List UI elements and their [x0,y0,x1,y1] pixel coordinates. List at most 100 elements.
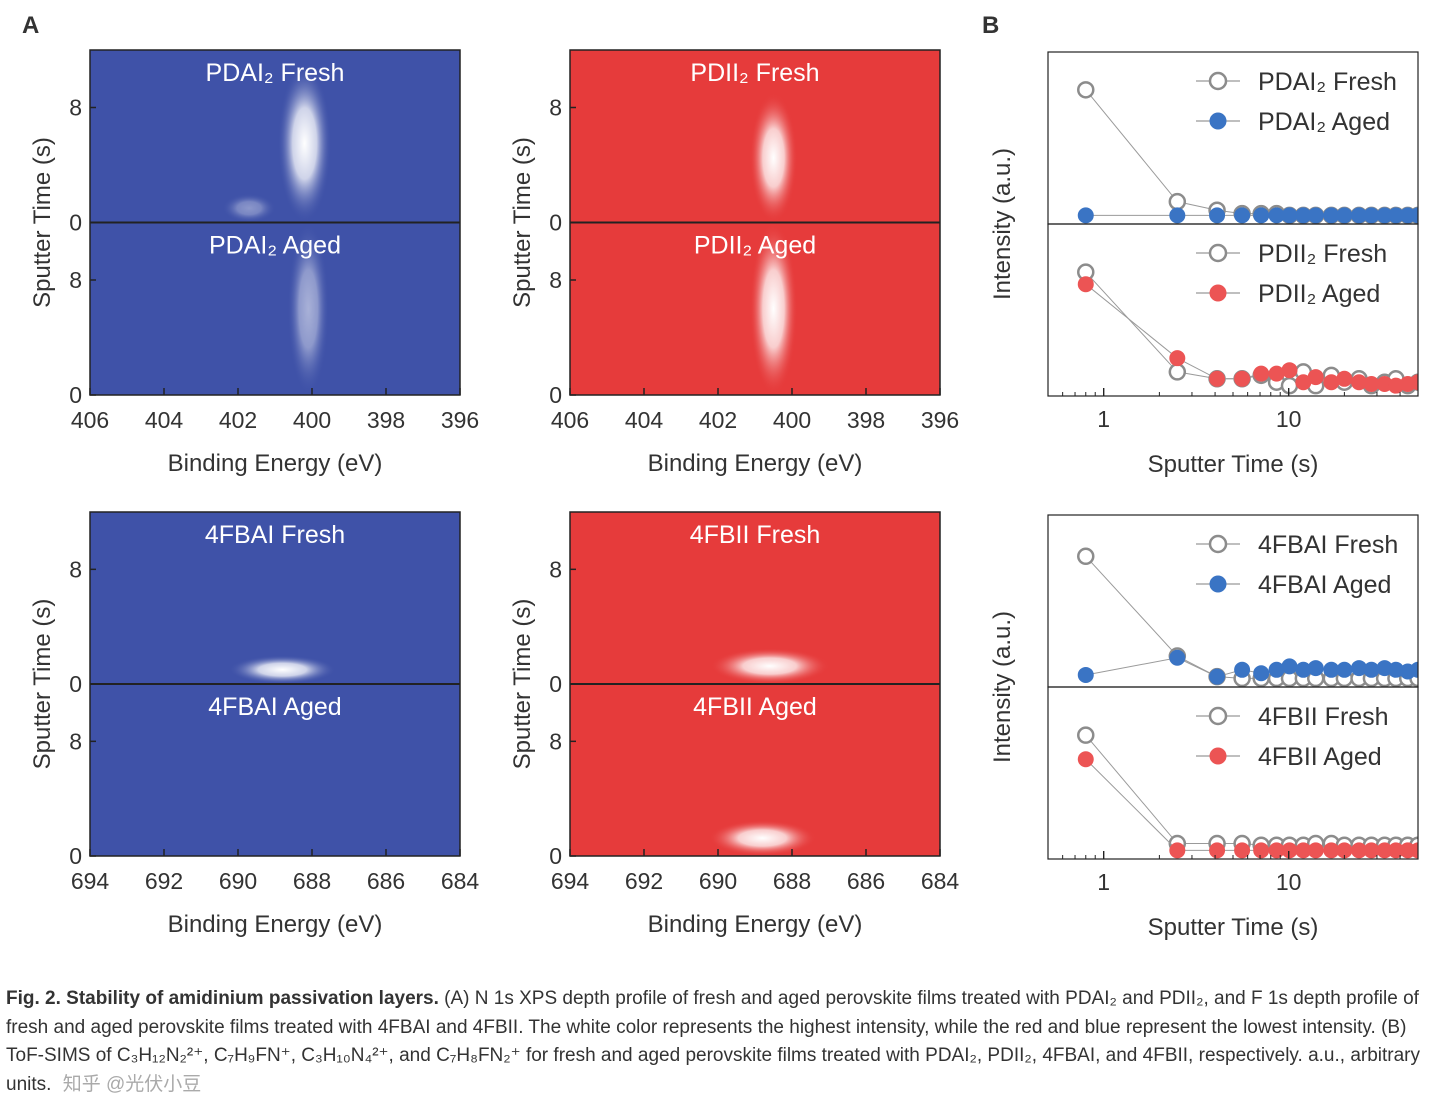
y-tick-label: 8 [549,95,562,121]
data-point [1169,649,1186,666]
data-point [1234,842,1251,859]
x-tick-label: 688 [293,868,331,894]
legend-label: PDAI₂ Fresh [1258,68,1397,96]
x-tick-label: 686 [367,868,405,894]
x-tick-label: 690 [699,868,737,894]
heatmap-peak [710,648,829,684]
x-tick-label: 1 [1097,406,1110,432]
y-tick-label: 0 [549,843,562,869]
scatter-content [1077,547,1418,687]
data-point [1410,661,1418,678]
data-point [1169,842,1186,859]
heatmap-frame [89,49,461,396]
x-tick-label: 404 [145,407,184,433]
x-tick-label: 684 [921,868,960,894]
data-point [1169,207,1186,224]
x-tick-label: 396 [921,407,959,433]
x-tick-label: 400 [773,407,811,433]
data-point [1410,374,1418,391]
y-tick-label: 8 [69,267,82,293]
data-point [1307,207,1324,224]
x-tick-label: 402 [699,407,737,433]
legend-label: 4FBAI Fresh [1258,531,1398,559]
x-tick-label: 406 [551,407,589,433]
y-axis-label: Sputter Time (s) [509,599,536,770]
data-point [1168,192,1187,211]
heatmap-frame [89,511,461,857]
x-tick-label: 10 [1276,406,1302,432]
legend-marker [1209,747,1227,765]
y-tick-label: 0 [549,382,562,408]
legend-marker [1209,284,1227,302]
data-point [1336,370,1353,387]
heatmap-frame [569,49,941,396]
data-point [1253,365,1270,382]
heatmap-content [749,93,798,395]
data-point [1077,726,1095,744]
data-point [1336,661,1353,678]
heatmap-half-label: PDII₂ Fresh [690,59,819,87]
data-point [1077,276,1094,293]
data-point [1209,668,1226,685]
data-point [1077,81,1095,99]
x-axis-label: Sputter Time (s) [1148,451,1319,478]
heatmap-peak [709,820,816,856]
tof-sims-subplot-3: 4FBAI Fresh 4FBAI Aged Intensity (a.u.) [989,514,1419,763]
data-point [1169,350,1186,367]
tof-sims-subplot-2: PDII₂ Fresh PDII₂ Aged 1 10 Sputter Time (s) [1047,223,1419,478]
heatmap-half-label: 4FBII Aged [693,693,817,721]
data-point [1363,661,1380,678]
heatmap-frame [569,511,941,857]
scatter-content [1077,263,1418,395]
series-line [1085,758,1418,851]
y-tick-label: 8 [69,728,82,754]
heatmap-half-label: 4FBAI Fresh [205,521,345,549]
x-tick-label: 690 [219,868,257,894]
data-point [1209,842,1226,859]
data-point [1077,547,1095,566]
caption-text: (A) N 1s XPS depth profile of fresh and … [6,988,1421,1095]
legend-label: 4FBAI Aged [1258,571,1391,599]
data-point [1234,661,1251,678]
legend-marker [1208,243,1228,263]
y-tick-label: 8 [69,556,82,582]
heatmap-peak [229,655,336,685]
heatmap-content [222,64,332,395]
heatmap-peak [277,64,332,223]
legend-label: 4FBII Aged [1258,743,1382,771]
legend-marker [1208,534,1228,554]
legend-label: PDII₂ Aged [1258,280,1380,308]
tof-sims-subplot-1: PDAI₂ Fresh PDAI₂ Aged Intensity (a.u.) [989,51,1419,300]
data-point [1307,369,1324,386]
y-tick-label: 0 [69,843,82,869]
x-tick-label: 396 [441,407,479,433]
data-point [1253,207,1270,224]
data-point [1410,842,1418,859]
data-point [1280,376,1299,395]
legend-marker [1208,706,1228,726]
y-axis-label: Intensity (a.u.) [989,148,1016,300]
heatmap-half-label: 4FBAI Aged [208,693,341,721]
data-point [1077,666,1094,683]
caption-lead: Fig. 2. Stability of amidinium passivati… [6,988,439,1009]
data-point [1253,842,1270,859]
heatmap-half-label: PDAI₂ Aged [209,232,341,260]
x-tick-label: 692 [145,868,183,894]
legend-marker [1209,112,1227,130]
heatmap-peak [749,93,798,223]
data-point [1209,370,1226,387]
y-tick-label: 0 [549,210,562,236]
legend-label: PDII₂ Fresh [1258,240,1387,268]
x-tick-label: 398 [847,407,885,433]
x-tick-label: 1 [1097,869,1110,895]
legend-marker [1209,575,1227,593]
data-point [1281,362,1298,379]
y-tick-label: 0 [549,671,562,697]
y-axis-label: Sputter Time (s) [29,599,56,770]
x-tick-label: 400 [293,407,331,433]
data-point [1281,207,1298,224]
data-point [1168,363,1187,381]
data-point [1253,665,1270,682]
